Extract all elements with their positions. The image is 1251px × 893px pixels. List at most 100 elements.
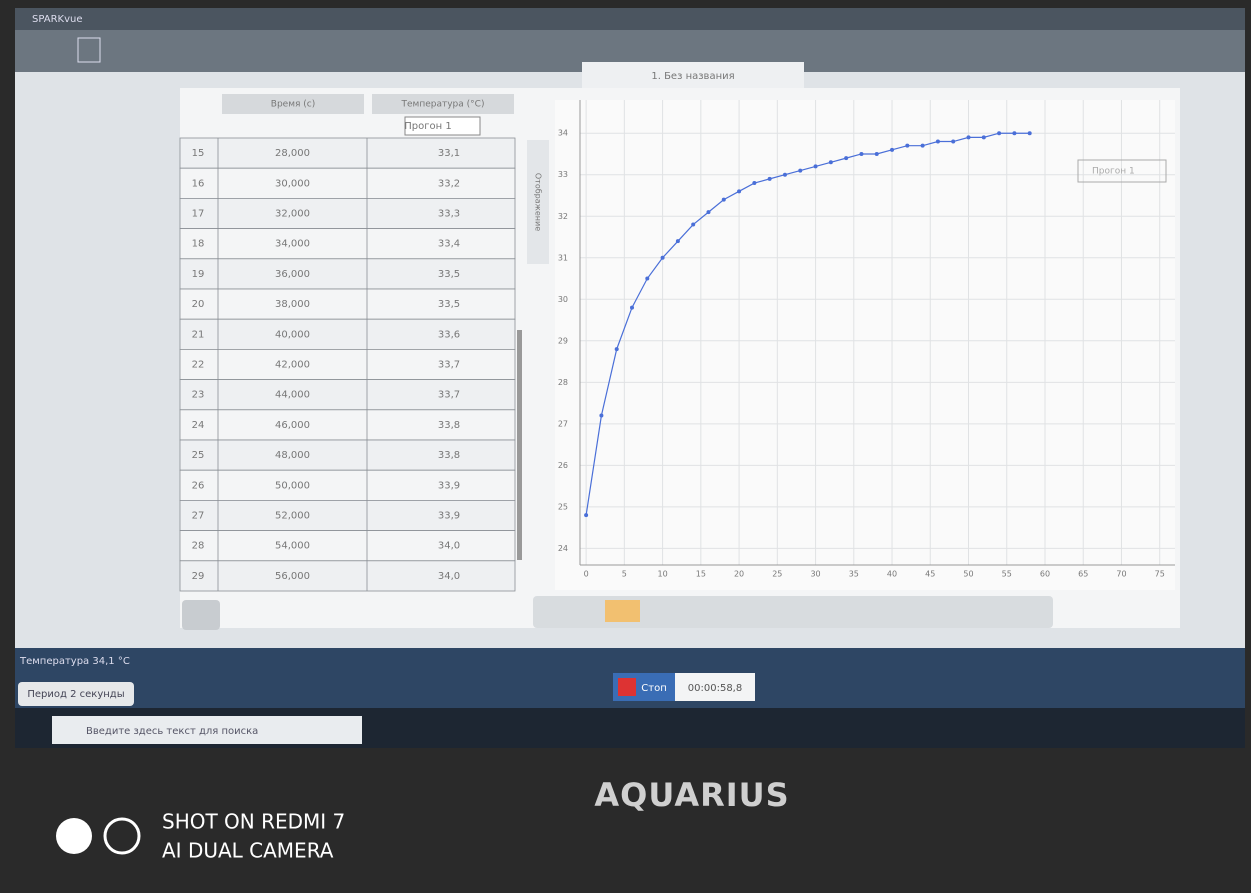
table-cell: 27 [192,511,205,522]
data-point [829,160,833,164]
table-row [180,349,515,379]
x-tick-label: 70 [1116,570,1126,579]
table-row [180,440,515,470]
data-point [768,177,772,181]
data-point [645,277,649,281]
table-cell: 33,6 [438,329,460,340]
table-cell: 32,000 [275,209,310,220]
y-tick-label: 31 [558,253,568,262]
x-tick-label: 5 [622,570,627,579]
table-cell: 15 [192,148,205,159]
page: {"app":{"title":"SPARKvue","tab":"1. Без… [0,0,1251,893]
period-label: Период 2 секунды [27,689,124,700]
stop-icon [618,678,636,696]
data-point [798,169,802,173]
data-point [921,144,925,148]
data-point [737,189,741,193]
table-cell: 21 [192,329,205,340]
app-title: SPARKvue [32,14,83,25]
data-point [1028,131,1032,135]
data-point [890,148,894,152]
data-point [676,239,680,243]
data-point [691,223,695,227]
table-cell: 33,1 [438,148,460,159]
watermark-line: AI DUAL CAMERA [162,839,334,863]
table-row [180,470,515,500]
watermark-dot [56,818,92,854]
x-tick-label: 55 [1002,570,1012,579]
data-point [599,414,603,418]
data-point [814,164,818,168]
table-cell: 33,8 [438,420,460,431]
table-row [180,319,515,349]
table-row [180,289,515,319]
y-tick-label: 24 [558,544,568,553]
table-cell: 23 [192,390,205,401]
table-cell: 34,000 [275,239,310,250]
table-cell: 30,000 [275,178,310,189]
data-point [630,306,634,310]
table-cell: 33,7 [438,390,460,401]
table-row [180,561,515,591]
table-cell: 48,000 [275,450,310,461]
y-tick-label: 29 [558,336,568,345]
table-cell: 46,000 [275,420,310,431]
data-point [844,156,848,160]
table-cell: 25 [192,450,205,461]
y-tick-label: 34 [558,129,568,138]
title-bar [15,8,1245,30]
data-point [615,347,619,351]
table-cell: 33,8 [438,450,460,461]
table-cell: 40,000 [275,329,310,340]
y-tick-label: 30 [558,295,568,304]
table-cell: 33,9 [438,480,460,491]
x-tick-label: 25 [772,570,782,579]
data-point [722,198,726,202]
table-cell: 26 [192,480,205,491]
tool-active[interactable] [605,600,640,622]
x-tick-label: 30 [810,570,820,579]
column-header: Время (с) [271,100,315,110]
table-cell: 54,000 [275,541,310,552]
x-tick-label: 75 [1155,570,1165,579]
x-tick-label: 10 [658,570,668,579]
search-placeholder: Введите здесь текст для поиска [86,726,258,737]
laptop-brand: AQUARIUS [594,776,789,814]
table-cell: 19 [192,269,205,280]
table-cell: 56,000 [275,571,310,582]
legend-label: Прогон 1 [1092,167,1135,177]
table-menu[interactable] [182,600,220,630]
table-cell: 18 [192,239,205,250]
table-cell: 20 [192,299,205,310]
screen-photo: SPARKvue 1. Без названия Время (с) Темпе… [0,0,1251,893]
data-point [584,513,588,517]
data-point [859,152,863,156]
x-tick-label: 50 [963,570,973,579]
table-row [180,168,515,198]
x-tick-label: 0 [584,570,589,579]
table-cell: 33,2 [438,178,460,189]
data-point [905,144,909,148]
table-cell: 38,000 [275,299,310,310]
table-cell: 22 [192,360,205,371]
x-tick-label: 40 [887,570,897,579]
x-tick-label: 35 [849,570,859,579]
y-tick-label: 26 [558,461,568,470]
x-tick-label: 45 [925,570,935,579]
timer: 00:00:58,8 [688,683,742,694]
data-point [1012,131,1016,135]
table-cell: 33,4 [438,239,460,250]
run-select-label: Прогон 1 [404,121,451,132]
tab-title: 1. Без названия [651,71,734,82]
data-point [967,135,971,139]
scrollbar[interactable] [517,330,522,560]
y-tick-label: 32 [558,212,568,221]
table-row [180,229,515,259]
data-point [951,140,955,144]
y-tick-label: 25 [558,502,568,511]
data-point [936,140,940,144]
table-cell: 33,9 [438,511,460,522]
x-tick-label: 60 [1040,570,1050,579]
column-header: Температура (°C) [401,100,485,110]
table-cell: 28,000 [275,148,310,159]
